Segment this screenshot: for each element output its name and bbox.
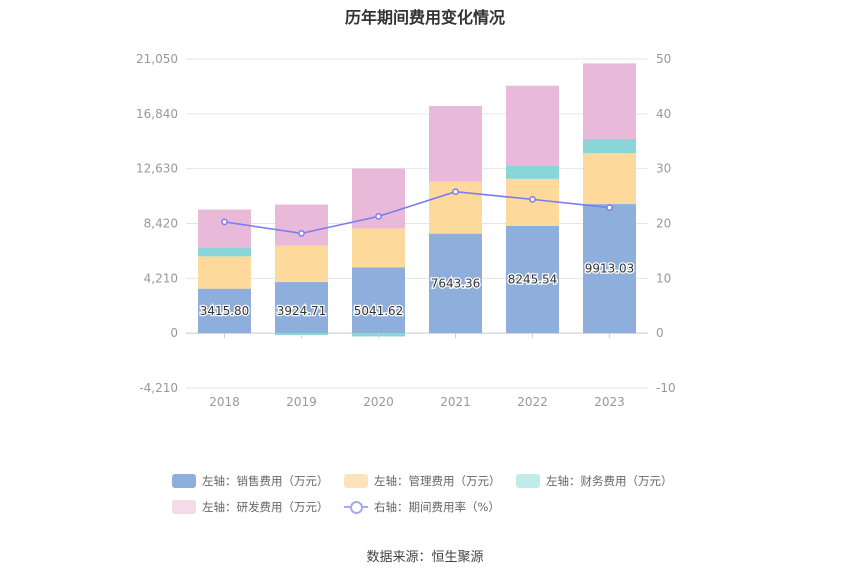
left-axis-tick-label: 0 — [170, 326, 178, 340]
left-axis-tick-label: 16,840 — [136, 107, 178, 121]
rate-point — [298, 230, 305, 237]
bar-mgmt — [583, 153, 636, 205]
legend-item-sales[interactable]: 左轴：销售费用（万元） — [172, 472, 329, 490]
source-note: 数据来源：恒生聚源 — [366, 550, 484, 565]
right-axis-tick-label: 40 — [656, 107, 671, 121]
x-axis-tick-label: 2023 — [594, 395, 625, 409]
legend-swatch — [344, 474, 368, 488]
bar-mgmt — [352, 228, 405, 268]
right-axis-tick-label: 50 — [656, 52, 671, 66]
right-axis-tick-label: 30 — [656, 162, 671, 176]
bar-rd — [275, 204, 328, 246]
x-axis-tick-label: 2021 — [440, 395, 471, 409]
bar-mgmt — [275, 245, 328, 283]
right-axis-tick-label: 0 — [656, 326, 664, 340]
legend-swatch — [516, 474, 540, 488]
right-axis-tick-label: -10 — [656, 381, 676, 395]
rate-point — [221, 218, 228, 226]
rate-point — [606, 204, 613, 211]
legend-item-rate[interactable]: 右轴：期间费用率（%） — [344, 498, 500, 516]
x-axis-tick-label: 2022 — [517, 395, 548, 409]
left-axis-tick-label: 4,210 — [144, 271, 178, 285]
left-axis-tick-label: 21,050 — [136, 52, 178, 66]
rate-point — [452, 188, 459, 196]
bar-finance — [583, 138, 636, 154]
bar-finance — [198, 247, 251, 257]
x-axis-tick-label: 2020 — [363, 395, 394, 409]
bar-sales — [506, 225, 559, 334]
data-label: 3415.80 — [200, 304, 250, 318]
bar-sales — [429, 233, 482, 334]
legend-label: 左轴：销售费用（万元） — [202, 474, 329, 488]
bar-sales — [275, 282, 328, 334]
rate-point — [375, 213, 382, 220]
chart-title: 历年期间费用变化情况 — [344, 8, 505, 27]
left-axis-tick-label: -4,210 — [139, 381, 178, 395]
bar-rd — [506, 85, 559, 166]
bar-rd — [429, 105, 482, 182]
bar-rd — [583, 63, 636, 139]
right-axis-tick-label: 10 — [656, 271, 671, 285]
right-axis-tick-label: 20 — [656, 217, 671, 231]
bar-sales — [352, 267, 405, 334]
data-label: 5041.62 — [354, 304, 404, 318]
legend-label: 左轴：管理费用（万元） — [374, 474, 501, 488]
legend-item-finance[interactable]: 左轴：财务费用（万元） — [516, 472, 673, 490]
data-label: 7643.36 — [431, 276, 481, 290]
bar-finance — [506, 165, 559, 179]
legend-item-mgmt[interactable]: 左轴：管理费用（万元） — [344, 472, 501, 490]
x-axis-tick-label: 2019 — [286, 395, 317, 409]
bar-sales — [583, 204, 636, 334]
legend-swatch — [172, 500, 196, 514]
x-axis-tick-label: 2018 — [209, 395, 240, 409]
rate-line — [224, 190, 610, 235]
legend-item-rd[interactable]: 左轴：研发费用（万元） — [172, 498, 329, 516]
data-label: 8245.54 — [508, 272, 558, 286]
data-label: 3924.71 — [277, 304, 327, 318]
legend-label: 右轴：期间费用率（%） — [374, 500, 500, 514]
bar-mgmt — [198, 256, 251, 289]
data-label: 9913.03 — [585, 262, 635, 276]
legend-line-marker — [344, 500, 368, 514]
left-axis-tick-label: 12,630 — [136, 162, 178, 176]
bar-sales — [198, 288, 251, 334]
legend-label: 左轴：财务费用（万元） — [546, 474, 673, 488]
left-axis-tick-label: 8,420 — [144, 217, 178, 231]
legend-label: 左轴：研发费用（万元） — [202, 500, 329, 514]
rate-point — [529, 196, 536, 203]
bar-rd — [198, 209, 251, 248]
legend-swatch — [172, 474, 196, 488]
